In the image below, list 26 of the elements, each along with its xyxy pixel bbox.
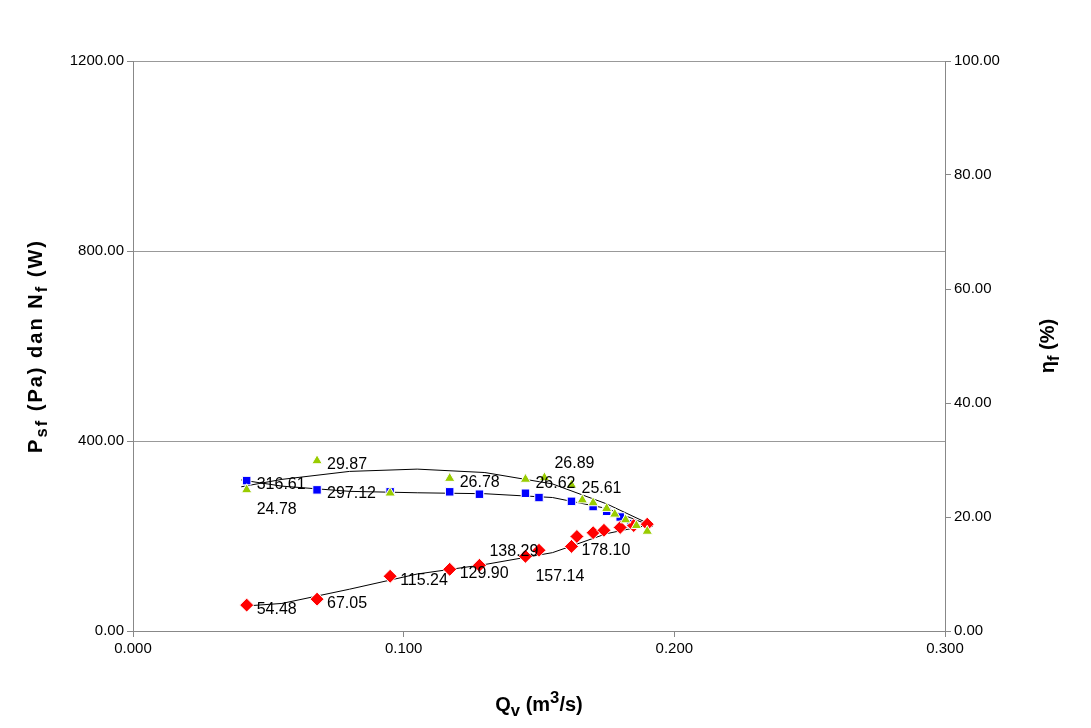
y-tick-label: 800.00 [78,241,124,259]
data-label: 26.78 [459,472,500,490]
x-tick-label: 0.100 [384,639,423,657]
x-tick-label: 0.200 [655,639,694,657]
y2-tick-label: 80.00 [954,165,992,183]
x-tick-label: 0.000 [114,639,152,657]
y2-tick-label: 100.00 [954,51,1000,69]
y2-tick-label: 20.00 [954,507,992,525]
y-tick-label: 1200.00 [69,51,124,69]
data-label: 29.87 [327,455,368,473]
data-label: 26.89 [554,454,595,472]
data-label: 157.14 [535,566,585,584]
data-label: 54.48 [256,599,297,617]
y2-tick-label: 40.00 [954,393,992,411]
data-label: 115.24 [400,570,448,588]
data-label: 25.61 [581,479,622,497]
x-tick-label: 0.300 [926,639,964,657]
y2-tick-label: 0.00 [954,621,984,639]
data-label: 24.78 [256,500,297,518]
data-label: 129.90 [459,563,509,581]
x-axis-title: Q$_{v}$ (m$^{3}$/s) [495,688,583,721]
y2-tick-label: 60.00 [954,279,992,297]
data-label: 67.05 [327,593,368,611]
data-label: 178.10 [581,540,631,558]
y-tick-label: 400.00 [78,431,124,449]
y-tick-label: 0.00 [94,621,124,639]
